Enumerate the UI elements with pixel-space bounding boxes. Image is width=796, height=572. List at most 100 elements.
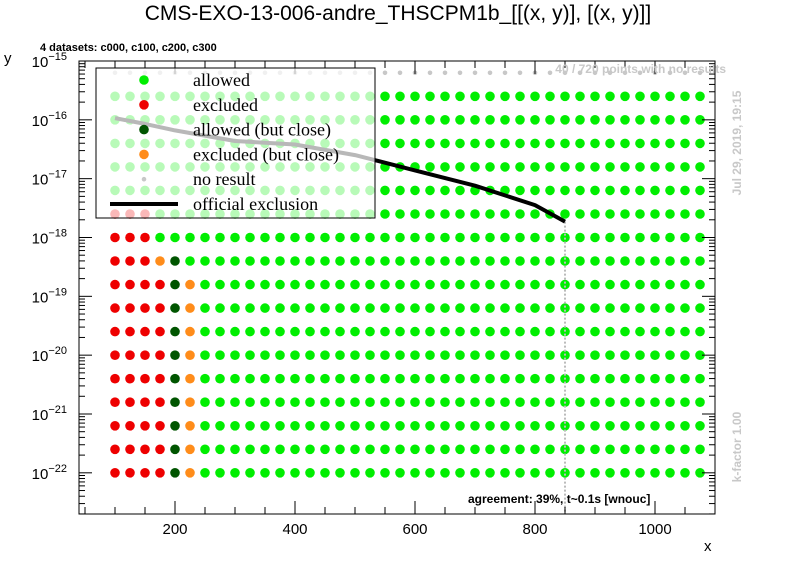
- grid-point-ok: [545, 468, 555, 478]
- grid-point-ok: [560, 185, 570, 196]
- grid-point-ok: [605, 326, 615, 337]
- agreement-note: agreement: 39%, t~0.1s [wnouc]: [468, 492, 651, 506]
- grid-point-ok: [545, 350, 555, 361]
- grid-point-ok: [410, 185, 420, 196]
- grid-point-ok: [530, 468, 540, 478]
- grid-point-ok: [515, 468, 525, 478]
- grid-point-ok: [695, 421, 705, 431]
- grid-point-ok: [455, 162, 465, 172]
- grid-point-ok: [695, 350, 705, 361]
- grid-point-ex: [110, 444, 120, 455]
- grid-point-ok: [470, 256, 480, 266]
- grid-point-ok: [350, 397, 360, 408]
- grid-point-ok: [335, 350, 345, 361]
- grid-point-ok: [320, 279, 330, 290]
- grid-point-ok: [290, 232, 300, 243]
- grid-point-ok: [590, 232, 600, 243]
- grid-point-ok: [230, 279, 240, 290]
- grid-point-ok: [200, 373, 210, 384]
- grid-point-ok: [305, 279, 315, 290]
- grid-point-ok: [455, 326, 465, 337]
- grid-point-ok: [545, 373, 555, 384]
- grid-point-ok: [665, 185, 675, 196]
- grid-point-ok: [665, 279, 675, 290]
- grid-point-ok: [575, 373, 585, 384]
- grid-point-ok: [680, 162, 690, 172]
- legend-marker-na: [141, 176, 147, 182]
- grid-point-ex: [125, 326, 135, 337]
- grid-point-ok: [680, 138, 690, 149]
- grid-point-ok: [545, 138, 555, 149]
- grid-point-ok: [290, 397, 300, 408]
- grid-point-ok: [590, 279, 600, 290]
- grid-point-ok: [380, 326, 390, 337]
- grid-point-ok: [320, 326, 330, 337]
- grid-point-ok: [680, 303, 690, 313]
- grid-point-ok: [155, 232, 165, 243]
- grid-point-ok: [530, 209, 540, 219]
- grid-point-ok: [305, 421, 315, 431]
- grid-point-ok: [230, 468, 240, 478]
- grid-point-ex: [110, 232, 120, 243]
- grid-point-na: [637, 70, 643, 76]
- grid-point-ex: [125, 350, 135, 361]
- grid-point-ok: [410, 256, 420, 266]
- grid-point-ok: [635, 373, 645, 384]
- grid-point-na: [562, 70, 568, 76]
- grid-point-ok: [575, 279, 585, 290]
- grid-point-ok: [290, 326, 300, 337]
- grid-point-ok: [380, 421, 390, 431]
- grid-point-ok: [695, 397, 705, 408]
- grid-point-ok: [395, 444, 405, 455]
- legend-label: allowed: [193, 70, 250, 90]
- grid-point-ok: [470, 468, 480, 478]
- grid-point-ok: [695, 138, 705, 149]
- grid-point-ok: [695, 185, 705, 196]
- grid-point-ok: [200, 350, 210, 361]
- grid-point-ok: [470, 209, 480, 219]
- grid-point-ok: [425, 185, 435, 196]
- grid-point-cok: [170, 421, 180, 431]
- grid-point-ok: [605, 350, 615, 361]
- grid-point-ok: [515, 115, 525, 125]
- grid-point-na: [547, 70, 553, 76]
- grid-point-ok: [590, 444, 600, 455]
- grid-point-na: [457, 70, 463, 76]
- grid-point-ok: [665, 303, 675, 313]
- grid-point-ok: [440, 185, 450, 196]
- grid-point-ok: [410, 232, 420, 243]
- y-tick-exponent: −20: [48, 345, 67, 357]
- grid-point-ok: [350, 421, 360, 431]
- grid-point-ok: [605, 303, 615, 313]
- grid-point-ok: [530, 162, 540, 172]
- grid-point-ex: [140, 373, 150, 384]
- grid-point-ok: [515, 91, 525, 102]
- grid-point-ok: [560, 279, 570, 290]
- grid-point-ok: [500, 326, 510, 337]
- grid-point-ok: [455, 232, 465, 243]
- grid-point-ok: [395, 397, 405, 408]
- grid-point-ok: [275, 444, 285, 455]
- grid-point-ok: [515, 162, 525, 172]
- y-tick-label: 10−21: [32, 404, 67, 424]
- grid-point-ok: [605, 444, 615, 455]
- grid-point-ok: [425, 115, 435, 125]
- grid-point-ok: [485, 256, 495, 266]
- plot-title: CMS-EXO-13-006-andre_THSCPM1b_[[(x, y)],…: [144, 2, 652, 25]
- grid-point-ok: [455, 279, 465, 290]
- grid-point-ok: [440, 115, 450, 125]
- grid-point-ok: [410, 115, 420, 125]
- grid-point-ok: [500, 444, 510, 455]
- grid-point-ok: [530, 326, 540, 337]
- grid-point-ok: [260, 350, 270, 361]
- grid-point-ok: [290, 279, 300, 290]
- grid-point-ok: [425, 162, 435, 172]
- grid-point-ok: [410, 350, 420, 361]
- grid-point-ok: [575, 91, 585, 102]
- grid-point-ok: [635, 232, 645, 243]
- x-tick-label: 800: [522, 521, 547, 538]
- grid-point-ok: [515, 326, 525, 337]
- grid-point-ok: [260, 232, 270, 243]
- y-tick-label: 10−19: [32, 286, 67, 306]
